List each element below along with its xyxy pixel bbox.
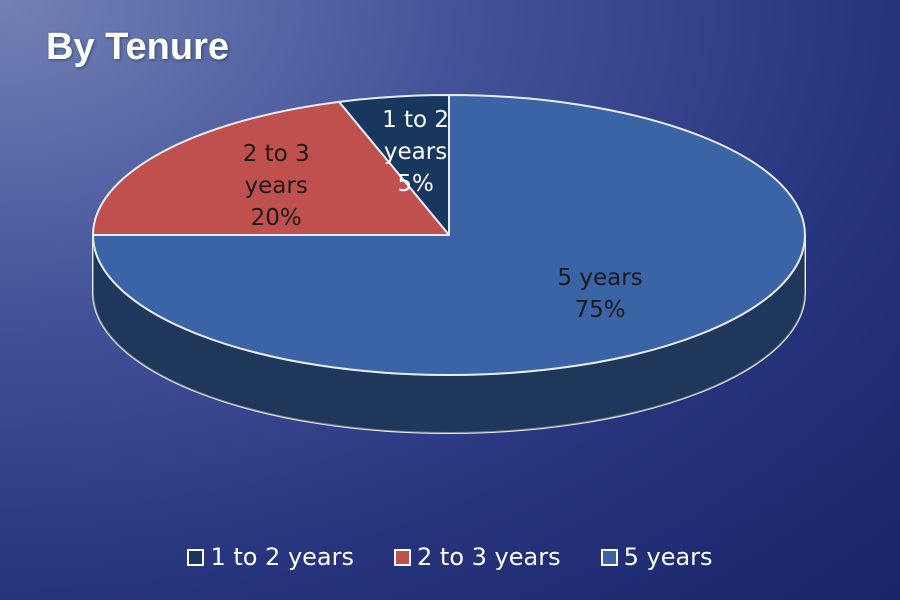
- data-label-category: 5 years: [557, 265, 643, 292]
- slice: [91, 100, 452, 236]
- legend-label: 2 to 3 years: [417, 543, 561, 571]
- legend: 1 to 2 years 2 to 3 years 5 years: [0, 543, 900, 571]
- legend-swatch: [394, 548, 412, 566]
- data-label-category: 1 to 2 years: [382, 107, 450, 166]
- legend-label: 1 to 2 years: [210, 543, 355, 571]
- data-label-value: 75%: [574, 297, 626, 324]
- legend-item: 5 years: [600, 543, 713, 571]
- data-label: 2 to 3 years 20%: [226, 138, 326, 234]
- side-shade: [93, 235, 805, 433]
- legend-swatch: [600, 548, 618, 566]
- data-label-value: 5%: [397, 171, 434, 198]
- slice: [91, 93, 806, 376]
- legend-item: 2 to 3 years: [394, 543, 561, 571]
- legend-swatch: [187, 548, 205, 566]
- data-label-category: 2 to 3 years: [242, 140, 310, 199]
- data-label-value: 20%: [250, 204, 302, 231]
- data-label: 5 years 75%: [550, 262, 650, 326]
- chart-title: By Tenure: [46, 26, 230, 68]
- legend-label: 5 years: [623, 543, 713, 571]
- data-label: 1 to 2 years 5%: [366, 104, 466, 200]
- legend-item: 1 to 2 years: [187, 543, 354, 571]
